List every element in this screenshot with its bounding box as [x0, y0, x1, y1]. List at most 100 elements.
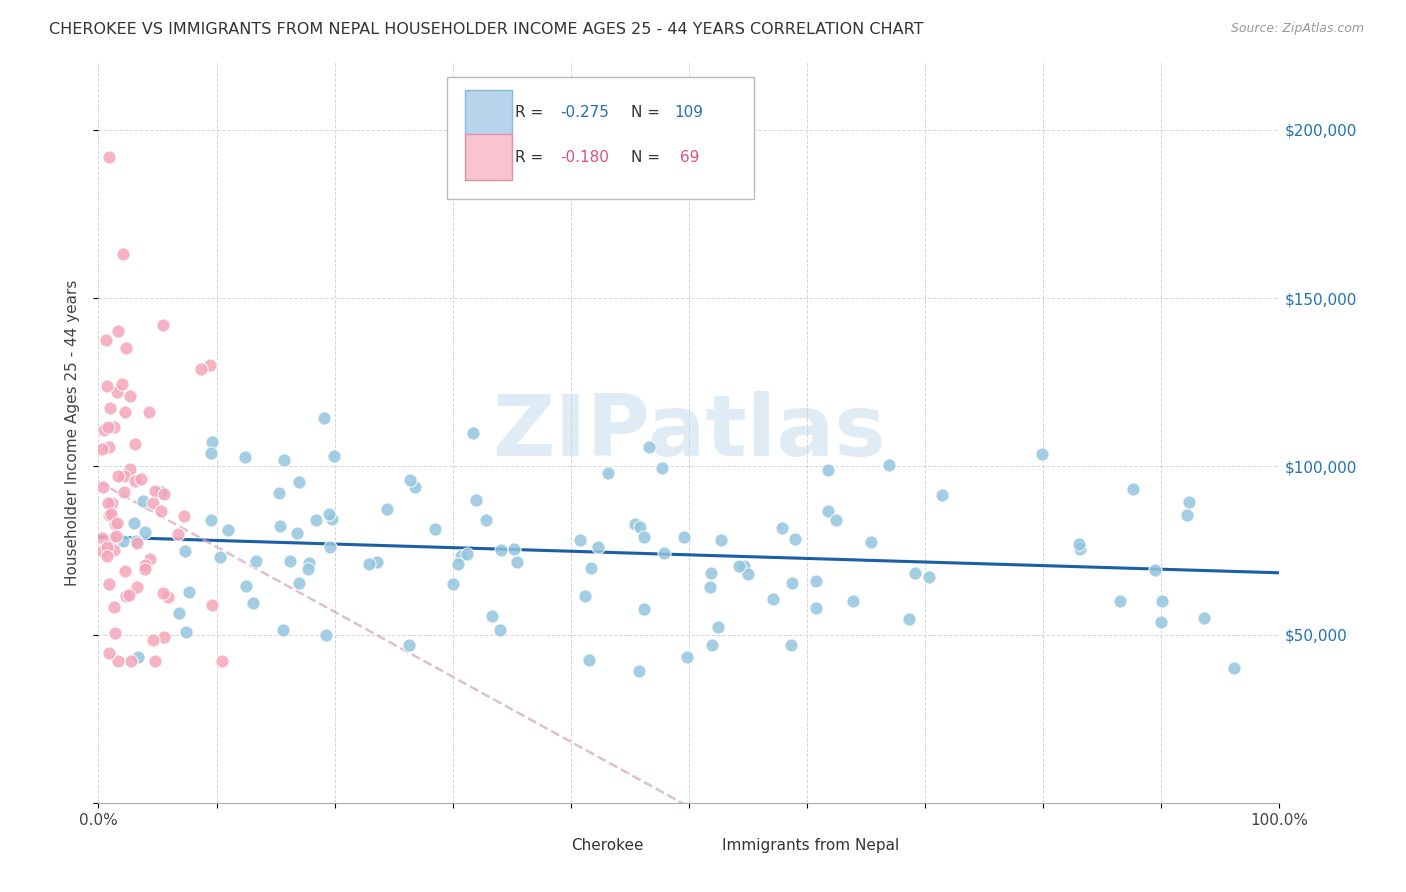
Point	[201, 434, 224, 449]
Point	[596, 467, 619, 481]
Point	[96, 541, 118, 555]
Point	[318, 507, 340, 521]
Point	[100, 533, 122, 547]
Text: R =: R =	[516, 105, 548, 120]
Point	[167, 606, 190, 620]
Point	[503, 542, 526, 557]
Point	[673, 530, 696, 544]
Point	[1109, 594, 1132, 608]
Point	[578, 653, 600, 667]
Point	[877, 458, 900, 473]
Point	[770, 521, 793, 535]
FancyBboxPatch shape	[678, 831, 714, 858]
Point	[456, 547, 478, 561]
Point	[706, 619, 728, 633]
Point	[628, 520, 651, 534]
Point	[104, 626, 127, 640]
Point	[918, 570, 941, 584]
Point	[152, 585, 174, 599]
Point	[150, 504, 173, 518]
Point	[633, 530, 655, 544]
Point	[404, 480, 426, 494]
Point	[242, 596, 264, 610]
Point	[112, 485, 135, 500]
Point	[1122, 482, 1144, 496]
Text: N =: N =	[631, 105, 665, 120]
Point	[1177, 495, 1199, 509]
Point	[129, 473, 152, 487]
Point	[143, 655, 166, 669]
Point	[96, 333, 118, 347]
Point	[100, 508, 122, 522]
Point	[127, 650, 149, 665]
Point	[211, 655, 233, 669]
Point	[98, 440, 121, 454]
Point	[1069, 536, 1091, 550]
Point	[288, 576, 311, 591]
Point	[269, 519, 291, 533]
Point	[101, 496, 124, 510]
Point	[149, 485, 172, 500]
Point	[152, 630, 174, 644]
Point	[103, 531, 125, 545]
Point	[174, 543, 197, 558]
Text: N =: N =	[631, 150, 665, 165]
Point	[780, 575, 803, 590]
Point	[143, 483, 166, 498]
Point	[124, 516, 146, 530]
Point	[103, 599, 125, 614]
Point	[806, 574, 828, 589]
Point	[153, 486, 176, 500]
Point	[357, 557, 380, 571]
Point	[235, 579, 257, 593]
Point	[97, 646, 120, 660]
Text: 69: 69	[675, 150, 699, 165]
Point	[114, 405, 136, 419]
Point	[271, 623, 294, 637]
Point	[107, 655, 129, 669]
Point	[842, 594, 865, 608]
Point	[315, 628, 337, 642]
Text: Cherokee: Cherokee	[571, 838, 644, 853]
Point	[142, 632, 165, 647]
Point	[105, 516, 128, 531]
Point	[173, 508, 195, 523]
Point	[91, 532, 114, 546]
Point	[1150, 615, 1173, 629]
Text: -0.180: -0.180	[560, 150, 609, 165]
Point	[298, 556, 321, 570]
Point	[377, 501, 399, 516]
Point	[115, 341, 138, 355]
Point	[124, 474, 146, 488]
Point	[699, 580, 721, 594]
Point	[120, 389, 142, 403]
Point	[124, 533, 146, 548]
Point	[104, 517, 127, 532]
Point	[174, 624, 197, 639]
Point	[733, 558, 755, 573]
Point	[96, 549, 118, 563]
Point	[273, 453, 295, 467]
Point	[200, 513, 222, 527]
Point	[93, 423, 115, 437]
Point	[100, 401, 122, 416]
Point	[817, 463, 839, 477]
Point	[118, 588, 141, 602]
Point	[97, 496, 120, 510]
Point	[676, 649, 699, 664]
Point	[139, 552, 162, 566]
Point	[623, 517, 645, 532]
Point	[1069, 542, 1091, 557]
Point	[1192, 611, 1215, 625]
Point	[652, 546, 675, 560]
Point	[638, 440, 661, 454]
Point	[209, 549, 232, 564]
Point	[97, 150, 120, 164]
Point	[762, 591, 785, 606]
Point	[200, 446, 222, 460]
Point	[489, 623, 512, 637]
FancyBboxPatch shape	[464, 135, 512, 180]
Point	[96, 379, 118, 393]
Point	[464, 492, 486, 507]
Point	[118, 462, 141, 476]
